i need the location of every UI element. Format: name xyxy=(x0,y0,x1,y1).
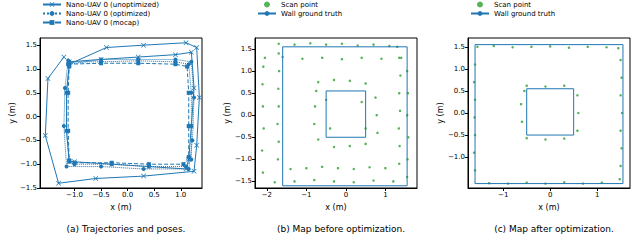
svg-text:−0.5: −0.5 xyxy=(93,191,110,199)
svg-text:−2: −2 xyxy=(262,191,272,199)
svg-text:0.0: 0.0 xyxy=(26,113,37,121)
svg-text:(b) Map before optimization.: (b) Map before optimization. xyxy=(277,224,405,234)
svg-text:x (m): x (m) xyxy=(110,203,131,212)
svg-text:Wall ground truth: Wall ground truth xyxy=(281,10,342,18)
svg-text:−1.5: −1.5 xyxy=(20,184,37,192)
svg-text:(c) Map after optimization.: (c) Map after optimization. xyxy=(494,224,614,234)
svg-text:−0.5: −0.5 xyxy=(20,136,37,144)
svg-text:y (m): y (m) xyxy=(8,102,17,123)
svg-text:−1.0: −1.0 xyxy=(448,153,465,161)
svg-text:−0.5: −0.5 xyxy=(448,131,465,139)
svg-text:1: 1 xyxy=(595,191,599,199)
svg-text:y (m): y (m) xyxy=(223,102,232,123)
svg-text:0: 0 xyxy=(344,191,348,199)
svg-text:−0.5: −0.5 xyxy=(235,133,252,141)
svg-text:1.0: 1.0 xyxy=(175,191,186,199)
svg-text:(a) Trajectories and poses.: (a) Trajectories and poses. xyxy=(67,224,186,234)
svg-text:−1.0: −1.0 xyxy=(235,155,252,163)
svg-text:Nano-UAV 0 (optimized): Nano-UAV 0 (optimized) xyxy=(66,10,150,18)
svg-text:0.0: 0.0 xyxy=(454,109,465,117)
svg-text:Scan point: Scan point xyxy=(281,1,318,9)
svg-text:Nano-UAV 0 (unoptimized): Nano-UAV 0 (unoptimized) xyxy=(66,1,159,9)
svg-text:0.5: 0.5 xyxy=(149,191,160,199)
svg-text:1.0: 1.0 xyxy=(26,65,37,73)
svg-text:x (m): x (m) xyxy=(325,203,346,212)
svg-text:−1: −1 xyxy=(498,191,508,199)
svg-text:y (m): y (m) xyxy=(436,102,445,123)
svg-text:−1.5: −1.5 xyxy=(235,177,252,185)
svg-text:−1: −1 xyxy=(301,191,311,199)
svg-text:0: 0 xyxy=(548,191,552,199)
svg-text:1.0: 1.0 xyxy=(241,67,252,75)
svg-text:0.0: 0.0 xyxy=(122,191,133,199)
svg-text:1.5: 1.5 xyxy=(26,41,37,49)
svg-text:0.5: 0.5 xyxy=(241,89,252,97)
svg-text:Scan point: Scan point xyxy=(494,1,531,9)
svg-text:0.5: 0.5 xyxy=(454,87,465,95)
svg-text:−1.0: −1.0 xyxy=(20,160,37,168)
svg-text:0.5: 0.5 xyxy=(26,89,37,97)
svg-text:1.5: 1.5 xyxy=(454,43,465,51)
svg-text:1.0: 1.0 xyxy=(454,65,465,73)
svg-text:0.0: 0.0 xyxy=(241,111,252,119)
svg-text:−1.0: −1.0 xyxy=(66,191,83,199)
svg-text:1: 1 xyxy=(383,191,387,199)
svg-text:x (m): x (m) xyxy=(538,203,559,212)
svg-text:1.5: 1.5 xyxy=(241,45,252,53)
svg-text:Nano-UAV 0 (mocap): Nano-UAV 0 (mocap) xyxy=(66,19,139,27)
svg-text:Wall ground truth: Wall ground truth xyxy=(494,10,555,18)
